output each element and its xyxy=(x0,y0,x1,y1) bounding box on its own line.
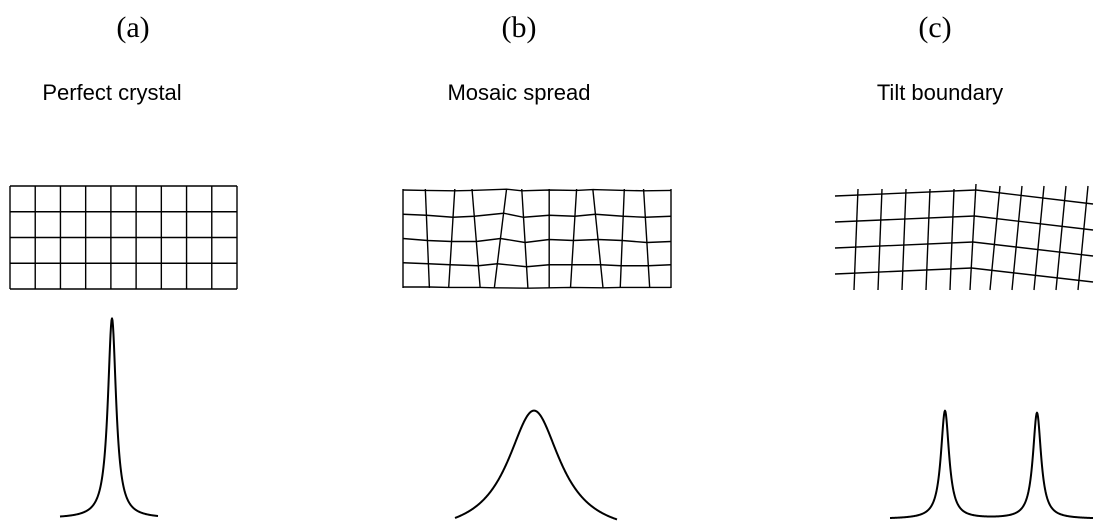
lattice-line xyxy=(403,287,671,288)
lattice-line xyxy=(472,189,480,288)
lattice-line xyxy=(593,189,603,288)
lattice-line xyxy=(403,189,671,191)
lattice-line xyxy=(975,216,1094,230)
lattice-line xyxy=(522,189,528,288)
lattice-line xyxy=(1034,186,1044,290)
lattice-line xyxy=(403,213,671,217)
profile-curve xyxy=(455,411,617,520)
panel-title: Perfect crystal xyxy=(42,80,181,105)
lattice-line xyxy=(926,189,930,290)
profile-curve xyxy=(890,411,1093,518)
lattice-line xyxy=(425,189,429,288)
lattice-line xyxy=(403,239,671,243)
lattice-line xyxy=(970,184,976,290)
lattice-line xyxy=(570,189,576,288)
lattice-line xyxy=(972,268,1094,282)
profile-curve xyxy=(60,318,158,516)
figure: (a) (b) (c) Perfect crystal Mosaic sprea… xyxy=(0,0,1102,521)
lattice-line xyxy=(1056,186,1066,290)
lattice-line xyxy=(1078,186,1088,290)
lattice-line xyxy=(878,189,882,290)
panel-label: (b) xyxy=(502,11,537,44)
panel-label: (c) xyxy=(918,11,951,44)
lattice-line xyxy=(854,189,858,290)
lattice-line xyxy=(973,242,1093,256)
lattice-line xyxy=(902,189,906,290)
panel-label: (a) xyxy=(116,11,149,44)
lattice-line xyxy=(1012,186,1022,290)
lattice-line xyxy=(990,186,1000,290)
lattice-line xyxy=(976,190,1093,204)
panel-title: Mosaic spread xyxy=(447,80,590,105)
panel-title: Tilt boundary xyxy=(877,80,1003,105)
lattice-line xyxy=(403,263,671,267)
lattice-line xyxy=(644,189,650,288)
lattice-line xyxy=(950,189,954,290)
lattice-line xyxy=(620,189,624,288)
lattice-line xyxy=(449,189,455,288)
